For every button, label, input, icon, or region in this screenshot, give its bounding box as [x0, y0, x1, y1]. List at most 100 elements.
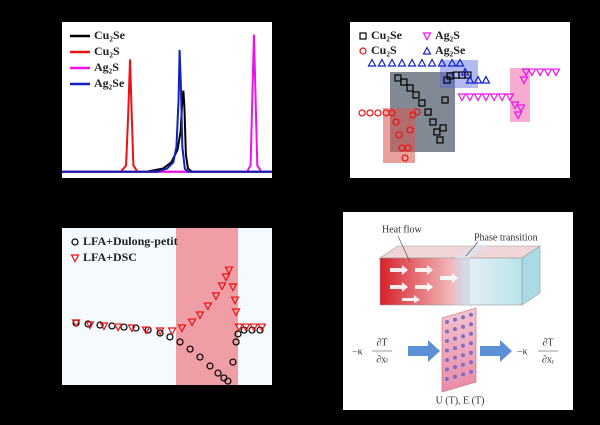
marker — [387, 58, 397, 67]
marker — [377, 58, 387, 67]
phase-slab — [455, 246, 488, 258]
dots — [445, 312, 473, 381]
marker — [229, 358, 237, 366]
marker — [221, 273, 231, 282]
leader — [465, 241, 479, 257]
marker — [224, 266, 234, 275]
marker — [436, 136, 444, 144]
marker — [214, 369, 222, 377]
marker — [228, 283, 238, 292]
marker — [358, 109, 366, 117]
shade — [383, 108, 415, 163]
marker — [513, 111, 523, 120]
legend-marker — [359, 47, 367, 55]
marker — [497, 93, 507, 102]
legend-label: LFA+Dulong-petit — [83, 234, 178, 248]
marker — [413, 108, 421, 116]
marker — [397, 58, 407, 67]
marker — [241, 323, 251, 332]
legend-label: Cu₂S — [371, 43, 397, 57]
line — [62, 34, 272, 173]
formula: −κ — [352, 346, 363, 357]
legend-marker — [359, 32, 367, 40]
plate — [441, 307, 477, 393]
marker — [249, 323, 259, 332]
legend-label: LFA+DSC — [83, 250, 137, 264]
legend-label: Cu₂Se — [94, 28, 126, 42]
marker — [211, 292, 221, 301]
formula: ∂T — [542, 337, 553, 348]
marker — [374, 109, 382, 117]
legend-label: Cu₂Se — [371, 28, 403, 42]
arrow — [480, 340, 512, 362]
marker — [234, 323, 244, 332]
marker — [127, 324, 137, 333]
marker — [429, 118, 437, 126]
marker — [473, 75, 483, 84]
legend-label: Ag₂S — [94, 60, 119, 74]
legend-label: Ag₂S — [435, 28, 460, 42]
marker — [217, 282, 227, 291]
marker — [120, 323, 128, 331]
marker — [395, 131, 403, 139]
formula: ∂xₗ — [376, 354, 388, 365]
marker — [457, 93, 467, 102]
marker — [460, 67, 470, 76]
marker — [418, 99, 426, 107]
marker — [203, 302, 213, 311]
marker — [196, 353, 204, 361]
plot-area — [62, 22, 272, 178]
marker — [388, 109, 396, 117]
label: Phase transition — [474, 232, 538, 243]
marker — [481, 75, 491, 84]
marker — [505, 93, 515, 102]
line — [62, 59, 272, 173]
marker — [535, 68, 545, 77]
marker — [516, 104, 526, 113]
marker — [71, 319, 81, 328]
marker — [519, 76, 529, 85]
marker — [156, 329, 164, 337]
marker — [543, 68, 553, 77]
marker — [176, 338, 184, 346]
marker — [232, 338, 240, 346]
marker — [166, 333, 174, 341]
marker — [465, 75, 475, 84]
line — [62, 90, 272, 173]
marker — [412, 91, 420, 99]
marker — [84, 320, 92, 328]
marker — [521, 68, 531, 77]
marker — [230, 296, 240, 305]
marker — [186, 345, 194, 353]
legend-marker — [71, 238, 79, 246]
marker — [195, 311, 205, 320]
legend-label: Ag₂Se — [94, 76, 125, 90]
legend-label: Ag₂Se — [435, 43, 466, 57]
legend-marker — [422, 46, 432, 55]
marker — [437, 58, 447, 67]
legend-marker — [422, 32, 432, 41]
leader — [397, 235, 411, 263]
marker — [155, 327, 165, 336]
flow-arrows — [390, 265, 458, 303]
arrow — [408, 340, 440, 362]
marker — [224, 377, 232, 385]
marker — [392, 118, 400, 126]
marker — [455, 58, 465, 67]
marker — [407, 58, 417, 67]
marker — [366, 109, 374, 117]
marker — [167, 327, 177, 336]
marker — [85, 321, 95, 330]
legend-marker — [70, 254, 80, 263]
marker — [231, 308, 241, 317]
phase-slab — [455, 258, 470, 305]
marker — [394, 74, 402, 82]
diagram: Heat flow Phase transition −κ ∂T ∂xₗ −κ … — [343, 212, 573, 410]
marker — [400, 78, 408, 86]
label: U (T), E (T) — [436, 395, 485, 406]
marker — [406, 126, 414, 134]
marker — [527, 68, 537, 77]
formula: ∂T — [376, 337, 387, 348]
marker — [206, 362, 214, 370]
